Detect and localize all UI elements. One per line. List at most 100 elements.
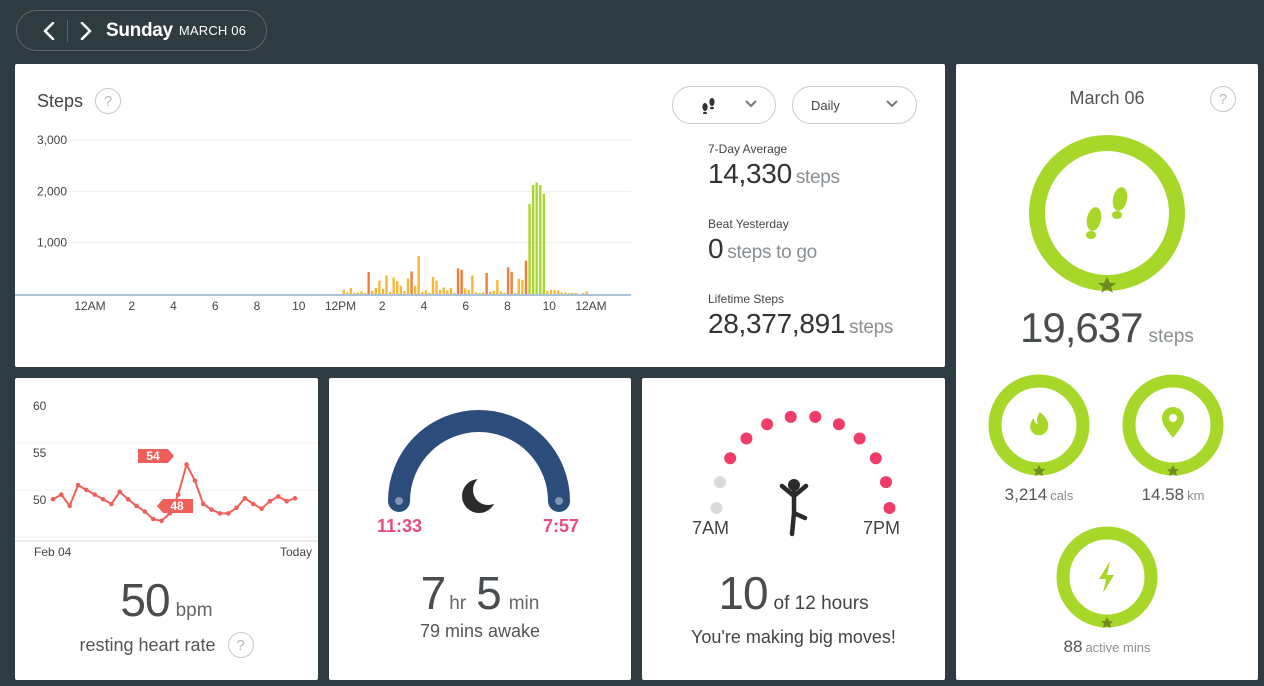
step-bar[interactable] [446, 290, 449, 294]
y-tick-label: 50 [33, 493, 47, 507]
step-bar[interactable] [492, 290, 495, 294]
step-bar[interactable] [471, 275, 474, 294]
sleep-hours-unit: hr [449, 593, 467, 614]
summary-cals-unit: cals [1050, 488, 1074, 503]
heart-rate-point [92, 492, 98, 497]
step-bar[interactable] [489, 291, 492, 294]
stat-unit: steps [795, 167, 840, 188]
step-bar[interactable] [528, 204, 531, 294]
step-bar[interactable] [413, 285, 417, 294]
step-bar[interactable] [346, 292, 349, 294]
step-bar[interactable] [363, 292, 367, 294]
step-bar[interactable] [399, 285, 403, 294]
hourly-activity-card[interactable]: 7AM 7PM 10 of 12 hours You're making big … [642, 378, 945, 680]
step-bar[interactable] [388, 291, 392, 294]
step-bar[interactable] [367, 271, 370, 294]
step-bar[interactable] [531, 185, 535, 294]
sleep-card[interactable]: 11:33 7:57 7 hr 5 min 79 mins awake [329, 378, 631, 680]
step-bar[interactable] [510, 271, 513, 294]
step-bar[interactable] [374, 287, 377, 294]
step-bar[interactable] [442, 287, 445, 294]
steps-card: Steps ? Daily 3,000 2,000 1,000 12AM 2 4 6 8 10 1… [15, 64, 945, 367]
step-bar[interactable] [435, 280, 438, 294]
step-bar[interactable] [456, 268, 460, 294]
step-bar[interactable] [567, 292, 571, 294]
step-bar[interactable] [403, 290, 406, 294]
step-bar[interactable] [342, 289, 345, 294]
hourly-dots-arc [710, 410, 896, 537]
previous-day-button[interactable] [39, 21, 59, 41]
footprints-icon [1086, 187, 1128, 239]
step-bar[interactable] [524, 260, 528, 294]
step-bar[interactable] [517, 278, 520, 294]
step-bar[interactable] [546, 290, 549, 294]
step-bar[interactable] [539, 185, 542, 294]
step-bar[interactable] [464, 288, 467, 294]
step-bar[interactable] [549, 289, 553, 294]
step-bar[interactable] [560, 292, 563, 294]
steps-help-button[interactable]: ? [95, 88, 122, 114]
y-tick-label: 55 [33, 446, 47, 460]
step-bar[interactable] [481, 292, 485, 294]
step-bar[interactable] [381, 288, 385, 294]
range-select[interactable]: Daily [792, 86, 917, 124]
x-tick-label: 2 [128, 299, 135, 313]
step-bar[interactable] [453, 292, 456, 294]
step-bar[interactable] [428, 292, 431, 294]
step-bar[interactable] [571, 292, 574, 294]
step-bar[interactable] [396, 281, 399, 294]
step-bar[interactable] [542, 193, 546, 294]
step-bar[interactable] [574, 292, 578, 294]
summary-distance-unit: km [1187, 488, 1205, 503]
step-bar[interactable] [503, 292, 506, 294]
steps-ring[interactable] [1029, 135, 1185, 293]
sleep-hours: 7 [420, 567, 447, 619]
step-bar[interactable] [349, 287, 352, 294]
hour-dot [724, 452, 737, 465]
step-bar[interactable] [467, 289, 470, 294]
heart-rate-card[interactable]: Feb 04 Today 60 55 50 54 48 50 bpm resting he… [15, 378, 318, 680]
step-bar[interactable] [421, 291, 424, 294]
step-bar[interactable] [392, 277, 395, 294]
distance-ring[interactable] [1122, 374, 1224, 476]
step-bar[interactable] [449, 287, 453, 294]
heart-rate-point [67, 503, 72, 509]
step-bar[interactable] [406, 278, 410, 294]
step-bar[interactable] [553, 289, 556, 294]
step-bar[interactable] [424, 290, 428, 294]
step-bar[interactable] [506, 267, 510, 294]
step-bar[interactable] [535, 182, 538, 294]
step-bar[interactable] [474, 292, 478, 294]
step-bar[interactable] [460, 269, 463, 294]
step-bar[interactable] [581, 292, 585, 294]
summary-rings [988, 135, 1224, 628]
step-bar[interactable] [410, 271, 413, 294]
step-bar[interactable] [564, 292, 567, 294]
active-minutes-ring[interactable] [1056, 526, 1158, 628]
step-bar[interactable] [378, 280, 381, 294]
step-bar[interactable] [556, 290, 560, 294]
step-bar[interactable] [478, 292, 481, 294]
step-bar[interactable] [496, 280, 499, 294]
next-day-button[interactable] [76, 21, 96, 41]
step-bar[interactable] [521, 280, 524, 294]
step-bar[interactable] [371, 290, 374, 294]
step-bar[interactable] [356, 292, 360, 294]
step-bar[interactable] [585, 291, 588, 294]
hour-dot [832, 418, 845, 431]
heart-help-button[interactable]: ? [227, 632, 254, 658]
step-bar[interactable] [353, 292, 356, 294]
step-bar[interactable] [360, 291, 363, 294]
step-bar[interactable] [438, 289, 442, 294]
step-bar[interactable] [485, 272, 488, 294]
step-bar[interactable] [385, 275, 388, 294]
summary-help-button[interactable]: ? [1210, 86, 1236, 112]
current-date: MARCH 06 [178, 23, 247, 38]
step-bar[interactable] [431, 277, 435, 294]
step-bar[interactable] [417, 256, 420, 294]
stat-unit: steps [849, 317, 894, 338]
step-bar[interactable] [514, 292, 517, 294]
metric-select[interactable] [672, 86, 776, 124]
step-bar[interactable] [499, 291, 503, 294]
calories-ring[interactable] [988, 374, 1090, 476]
